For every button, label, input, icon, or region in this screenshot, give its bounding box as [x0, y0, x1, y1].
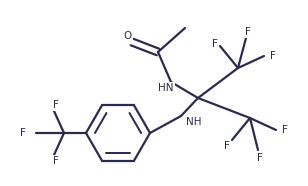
Text: O: O [124, 31, 132, 41]
Text: F: F [257, 153, 263, 163]
Text: F: F [53, 100, 59, 110]
Text: F: F [212, 39, 218, 49]
Text: NH: NH [186, 117, 201, 127]
Text: F: F [20, 128, 26, 138]
Text: HN: HN [158, 83, 174, 93]
Text: F: F [245, 27, 251, 37]
Text: F: F [224, 141, 230, 151]
Text: F: F [270, 51, 276, 61]
Text: F: F [282, 125, 288, 135]
Text: F: F [53, 156, 59, 166]
